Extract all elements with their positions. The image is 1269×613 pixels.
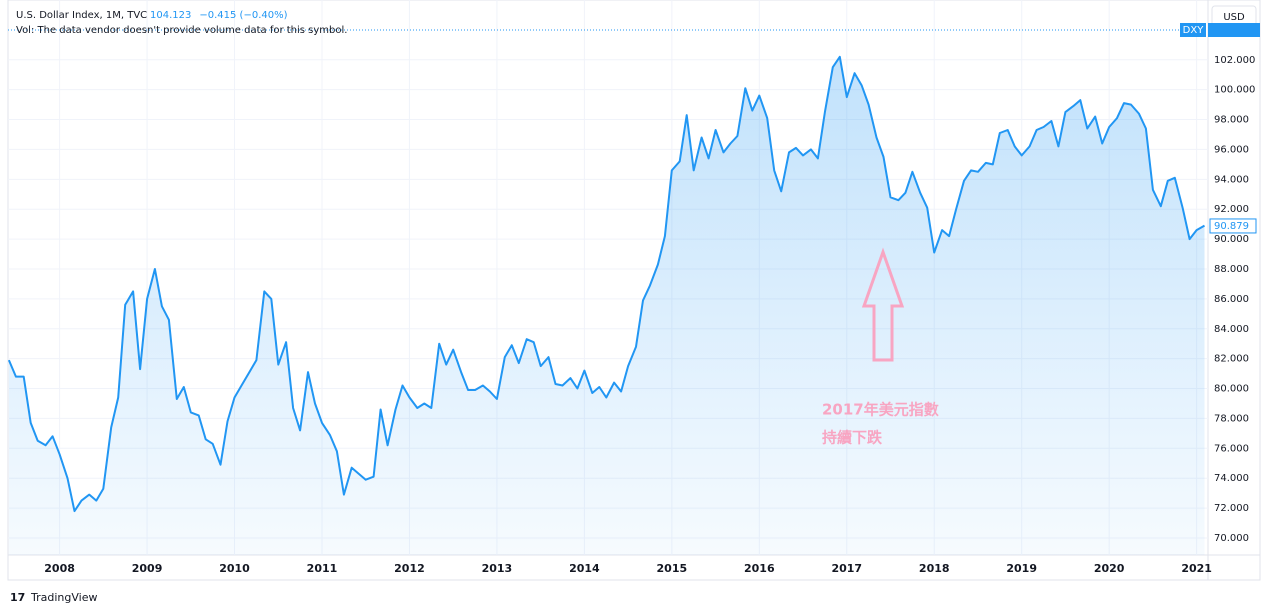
y-tick-label: 86.000 (1214, 294, 1249, 305)
symbol-tag-price-bg (1208, 23, 1260, 37)
y-tick-label: 82.000 (1214, 354, 1249, 365)
x-tick-label: 2020 (1094, 562, 1125, 575)
price: 104.123 (150, 10, 191, 21)
y-tick-label: 80.000 (1214, 384, 1249, 395)
y-tick-label: 102.000 (1214, 55, 1255, 66)
y-tick-label: 78.000 (1214, 413, 1249, 424)
x-tick-label: 2009 (132, 562, 163, 575)
logo-mark: 𝟭𝟳 (10, 591, 25, 604)
series (7, 55, 1205, 556)
logo: 𝟭𝟳 (10, 591, 25, 604)
annotation: 2017年美元指數 (822, 401, 939, 419)
y-tick-label: 84.000 (1214, 324, 1249, 335)
area (8, 56, 1205, 556)
y-tick-label: 96.000 (1214, 144, 1249, 155)
x-tick-label: 2014 (569, 562, 600, 575)
symbol-tag: DXY (1183, 25, 1205, 36)
frame (7, 0, 1261, 581)
symbol-tag-bg (1180, 23, 1206, 37)
y-tick-label: 94.000 (1214, 174, 1249, 185)
x-tick-label: 2015 (657, 562, 688, 575)
y-tick-label: 90.000 (1214, 234, 1249, 245)
y-tick-label: 100.000 (1214, 85, 1255, 96)
x-tick-label: 2012 (394, 562, 425, 575)
x-tick-label: 2008 (44, 562, 75, 575)
x-tick-label: 2013 (482, 562, 513, 575)
currency[interactable]: USD (1223, 12, 1245, 23)
y-tick-label: 74.000 (1214, 473, 1249, 484)
volume-note: Vol: The data vendor doesn't provide vol… (16, 25, 347, 36)
last-value-tag-bg (1209, 218, 1257, 234)
y-tick-label: 88.000 (1214, 264, 1249, 275)
x-tick-label: 2017 (831, 562, 862, 575)
symbol-title: U.S. Dollar Index, 1M, TVC (16, 10, 147, 21)
x-tick-label: 2021 (1181, 562, 1212, 575)
x-tick-label: 2019 (1006, 562, 1037, 575)
y-tick-label: 76.000 (1214, 443, 1249, 454)
brand: TradingView (30, 591, 97, 604)
line (7, 55, 1205, 513)
price-change: −0.415 (−0.40%) (199, 10, 287, 21)
x-tick-label: 2011 (307, 562, 338, 575)
y-tick-label: 98.000 (1214, 115, 1249, 126)
x-tick-label: 2010 (219, 562, 250, 575)
y-tick-label: 70.000 (1214, 533, 1249, 544)
y-tick-label: 92.000 (1214, 204, 1249, 215)
x-tick-label: 2018 (919, 562, 950, 575)
annotation: 持續下跌 (822, 429, 883, 447)
x-tick-label: 2016 (744, 562, 775, 575)
arrow (861, 247, 905, 362)
y-tick-label: 72.000 (1214, 503, 1249, 514)
last-value-tag: 90.879 (1214, 221, 1249, 232)
